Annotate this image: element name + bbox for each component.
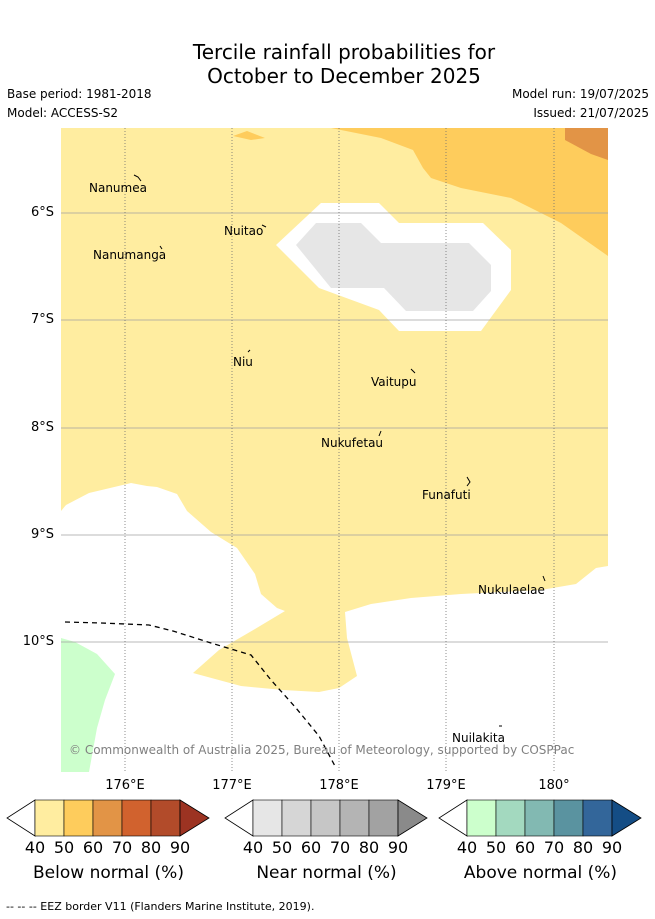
near-colorbar-tick: 40 <box>242 838 264 857</box>
above-colorbar-tick: 80 <box>572 838 594 857</box>
below-normal-50-region <box>331 128 608 256</box>
map-title-line1: Tercile rainfall probabilities for <box>192 40 496 64</box>
map-title-line2: October to December 2025 <box>207 64 481 88</box>
lat-label-8s: 8°S <box>30 420 54 435</box>
lat-label-6s: 6°S <box>30 205 54 220</box>
below-colorbar-tick: 80 <box>140 838 162 857</box>
near-colorbar-segment <box>310 799 341 837</box>
funafuti-island <box>466 476 471 487</box>
near-colorbar-tick: 70 <box>329 838 351 857</box>
below-colorbar-low-extend <box>6 799 36 837</box>
near-colorbar-high-extend <box>397 799 428 837</box>
lat-label-7s: 7°S <box>30 312 54 327</box>
model-run-label: Model run: 19/07/2025 <box>511 87 649 101</box>
above-colorbar-tick: 90 <box>601 838 623 857</box>
niu-island <box>247 349 251 353</box>
above-colorbar-low-extend <box>438 799 468 837</box>
base-period-label: Base period: 1981-2018 <box>7 87 152 101</box>
near-colorbar-segment <box>281 799 312 837</box>
above-colorbar-segment <box>582 799 613 837</box>
islands <box>133 174 546 727</box>
lon-label-177e: 177°E <box>212 778 252 793</box>
below-normal-title: Below normal (%) <box>33 863 184 883</box>
model-label: Model: ACCESS-S2 <box>7 106 119 120</box>
below-colorbar-segment <box>121 799 152 837</box>
issued-label: Issued: 21/07/2025 <box>533 106 649 120</box>
lat-label-10s: 10°S <box>22 634 54 649</box>
below-colorbar-segment <box>150 799 181 837</box>
place-label-nanumanga: Nanumanga <box>93 248 166 262</box>
near-normal-colorbar <box>224 799 428 837</box>
below-colorbar-tick: 50 <box>53 838 75 857</box>
above-colorbar-high-extend <box>611 799 642 837</box>
nuitao-island <box>261 224 267 228</box>
above-colorbar-segment <box>495 799 526 837</box>
lon-label-176e: 176°E <box>105 778 145 793</box>
below-colorbar-segment <box>34 799 65 837</box>
lon-label-178e: 178°E <box>319 778 359 793</box>
below-colorbar-tick: 60 <box>82 838 104 857</box>
place-label-nuitao: Nuitao <box>224 224 263 238</box>
place-label-vaitupu: Vaitupu <box>371 375 417 389</box>
above-normal-40-region <box>61 638 115 772</box>
vaitupu-island <box>410 368 416 374</box>
near-colorbar-segment <box>368 799 399 837</box>
place-label-nukufetau: Nukufetau <box>321 436 383 450</box>
above-colorbar-tick: 40 <box>456 838 478 857</box>
below-normal-50-patch <box>233 131 265 140</box>
near-colorbar-tick: 80 <box>358 838 380 857</box>
above-normal-colorbar <box>438 799 642 837</box>
near-colorbar-segment <box>339 799 370 837</box>
below-colorbar-tick: 40 <box>24 838 46 857</box>
near-colorbar-low-extend <box>224 799 254 837</box>
forecast-map: Nanumea Nuitao Nanumanga Niu Vaitupu Nuk… <box>61 128 608 772</box>
below-colorbar-high-extend <box>179 799 210 837</box>
place-label-funafuti: Funafuti <box>422 488 471 502</box>
above-normal-title: Above normal (%) <box>463 863 618 883</box>
above-colorbar-tick: 60 <box>514 838 536 857</box>
below-colorbar-segment <box>92 799 123 837</box>
near-colorbar-tick: 60 <box>300 838 322 857</box>
nanumanga-island <box>159 245 163 250</box>
lat-label-9s: 9°S <box>30 527 54 542</box>
near-colorbar-tick: 90 <box>387 838 409 857</box>
above-colorbar-segment <box>466 799 497 837</box>
below-colorbar-tick: 90 <box>169 838 191 857</box>
longitude-gridlines <box>124 128 555 772</box>
lon-label-179e: 179°E <box>426 778 466 793</box>
above-colorbar-tick: 70 <box>543 838 565 857</box>
nanumea-island <box>133 174 142 182</box>
near-normal-40-region <box>296 223 491 311</box>
nukufetau-island <box>378 430 382 437</box>
eez-legend-note: -- -- -- EEZ border V11 (Flanders Marine… <box>6 900 315 913</box>
above-colorbar-segment <box>524 799 555 837</box>
nukulaelae-island <box>542 575 546 582</box>
copyright-text: © Commonwealth of Australia 2025, Bureau… <box>69 743 574 757</box>
near-colorbar-segment <box>252 799 283 837</box>
above-colorbar-tick: 50 <box>485 838 507 857</box>
place-label-niu: Niu <box>233 355 253 369</box>
near-normal-title: Near normal (%) <box>256 863 397 883</box>
latitude-gridlines <box>61 212 608 643</box>
below-colorbar-segment <box>63 799 94 837</box>
below-normal-colorbar <box>6 799 210 837</box>
lon-label-180: 180° <box>538 778 570 793</box>
below-normal-60-region <box>565 128 608 160</box>
above-colorbar-segment <box>553 799 584 837</box>
below-colorbar-tick: 70 <box>111 838 133 857</box>
place-label-nuilakita: Nuilakita <box>452 731 505 745</box>
place-label-nanumea: Nanumea <box>89 181 147 195</box>
place-label-nukulaelae: Nukulaelae <box>478 583 545 597</box>
near-colorbar-tick: 50 <box>271 838 293 857</box>
